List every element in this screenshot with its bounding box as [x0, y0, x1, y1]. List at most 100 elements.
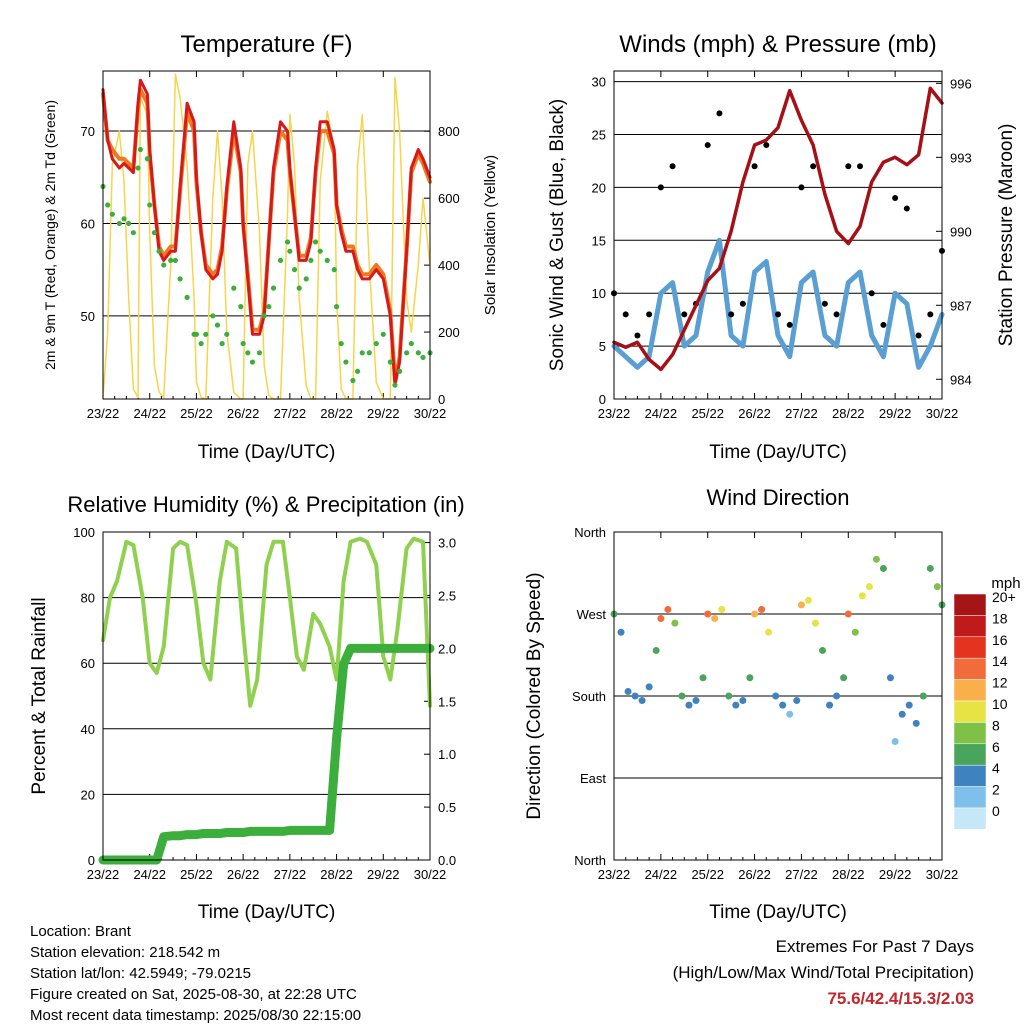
td-point: [151, 230, 157, 236]
y-tick-label: 5: [599, 339, 606, 354]
station-info: Location: Brant Station elevation: 218.5…: [30, 921, 361, 1026]
colorbar-swatch: [953, 657, 987, 680]
direction-point: [851, 628, 859, 636]
x-tick-label: 27/22: [785, 867, 818, 882]
y-tick-label: 20: [81, 787, 95, 802]
direction-point: [765, 628, 773, 636]
direction-point: [725, 692, 733, 700]
y2-tick-label: 0.0: [438, 853, 456, 868]
td-point: [144, 156, 150, 162]
direction-point: [858, 592, 866, 600]
direction-point: [804, 596, 812, 604]
created-text: Figure created on Sat, 2025-08-30, at 22…: [30, 986, 357, 1003]
td-point: [168, 257, 174, 264]
gust-point: [751, 163, 758, 170]
y-tick-label: 15: [592, 233, 606, 248]
rh-line: [101, 536, 432, 708]
y-tick-label: East: [580, 771, 606, 786]
y-tick-label: 70: [81, 124, 95, 139]
elevation-text: Station elevation: 218.542 m: [30, 944, 221, 961]
x-tick-label: 29/22: [367, 867, 400, 882]
chart-title: Wind Direction: [706, 485, 849, 510]
td-point: [308, 257, 314, 264]
y2-axis-label: Solar Insolation (Yellow): [482, 155, 499, 315]
colorbar-label: 6: [992, 739, 1000, 755]
x-tick-label: 26/22: [227, 867, 260, 882]
td-point: [324, 257, 330, 264]
gust-point: [716, 110, 723, 117]
chart-title: Relative Humidity (%) & Precipitation (i…: [67, 492, 464, 517]
td-point: [198, 340, 204, 347]
gust-point: [681, 311, 688, 318]
chart-title: Winds (mph) & Pressure (mb): [619, 31, 936, 58]
direction-point: [746, 674, 754, 682]
direction-point: [840, 674, 848, 682]
gust-point: [739, 300, 746, 307]
direction-point: [926, 564, 934, 572]
y2-tick-label: 993: [950, 150, 972, 165]
recent-text: Most recent data timestamp: 2025/08/30 2…: [30, 1007, 362, 1024]
direction-point: [912, 719, 920, 727]
t9m-line: [101, 87, 432, 383]
direction-point: [891, 738, 899, 746]
x-tick-label: 23/22: [598, 406, 631, 421]
y2-axis-label: Station Pressure (Maroon): [996, 124, 1017, 347]
td-point: [238, 304, 244, 310]
t2m-line: [101, 78, 432, 387]
colorbar-swatch: [953, 679, 987, 702]
direction-point: [617, 628, 625, 636]
y2-tick-label: 800: [438, 124, 460, 139]
td-point: [105, 202, 111, 208]
colorbar-swatch: [953, 764, 987, 787]
td-point: [317, 248, 323, 254]
direction-point: [772, 692, 780, 700]
y2-tick-label: 2.0: [438, 641, 456, 656]
x-tick-label: 30/22: [926, 406, 959, 421]
colorbar-swatch: [953, 615, 987, 638]
td-point: [256, 350, 263, 356]
direction-point: [819, 646, 827, 654]
td-point: [277, 257, 284, 264]
td-point: [126, 220, 132, 227]
wind-line: [611, 237, 945, 370]
direction-point: [872, 555, 880, 563]
colorbar-swatch: [953, 743, 987, 766]
x-tick-label: 28/22: [832, 406, 865, 421]
colorbar-label: 4: [992, 760, 1000, 776]
x-tick-label: 23/22: [87, 867, 120, 882]
direction-point: [919, 692, 927, 700]
x-tick-label: 27/22: [274, 406, 307, 421]
td-point: [373, 340, 379, 347]
td-point: [249, 359, 256, 365]
gust-point: [821, 300, 828, 307]
td-point: [214, 322, 221, 328]
x-tick-label: 25/22: [180, 867, 213, 882]
y2-tick-label: 1.0: [438, 747, 456, 762]
y-tick-label: 20: [592, 180, 606, 195]
gust-point: [880, 321, 887, 328]
gust-point: [845, 163, 852, 170]
td-point: [172, 257, 179, 264]
colorbar-title: mph: [991, 575, 1020, 592]
direction-point: [879, 564, 887, 572]
td-point: [156, 248, 162, 254]
direction-point: [758, 605, 766, 613]
direction-point: [652, 646, 660, 654]
x-tick-label: 26/22: [738, 867, 771, 882]
plot-frame: [613, 70, 943, 400]
direction-point: [645, 683, 653, 691]
colorbar-label: 8: [992, 717, 1000, 733]
gust-point: [892, 194, 899, 201]
direction-point: [631, 692, 639, 700]
colorbar-label: 18: [992, 610, 1008, 626]
direction-point: [833, 692, 841, 700]
td-point: [284, 239, 291, 245]
direction-point: [933, 583, 941, 591]
chart-title: Temperature (F): [180, 31, 352, 58]
td-point: [397, 368, 403, 374]
extremes-subtitle: (High/Low/Max Wind/Total Precipitation): [672, 963, 974, 982]
direction-point: [664, 605, 672, 613]
y-axis-label: 2m & 9m T (Red, Orange) & 2m Td (Green): [42, 100, 58, 370]
direction-point: [732, 701, 740, 709]
colorbar-swatch: [953, 700, 987, 723]
